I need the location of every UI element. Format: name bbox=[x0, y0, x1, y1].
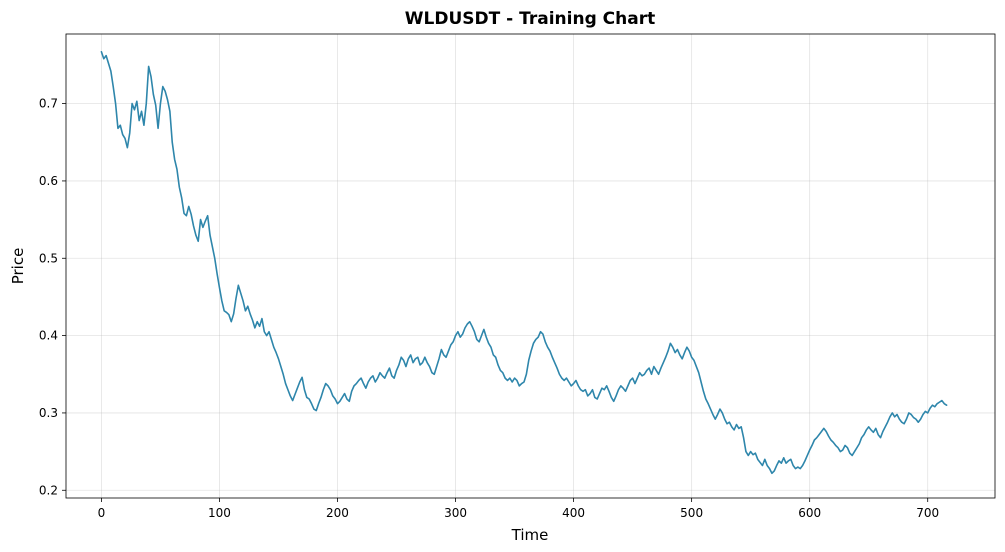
x-tick-label: 500 bbox=[680, 506, 703, 520]
y-axis-label: Price bbox=[9, 248, 27, 285]
x-tick-label: 0 bbox=[98, 506, 106, 520]
x-axis: 0 100 200 300 400 500 600 700 bbox=[98, 498, 939, 520]
y-tick-label: 0.5 bbox=[39, 251, 58, 265]
x-tick-label: 400 bbox=[562, 506, 585, 520]
series-layer bbox=[100, 50, 948, 475]
x-tick-label: 200 bbox=[326, 506, 349, 520]
y-tick-label: 0.7 bbox=[39, 97, 58, 111]
price-series-line bbox=[100, 50, 948, 475]
plot-frame bbox=[65, 33, 996, 499]
y-tick-label: 0.4 bbox=[39, 329, 58, 343]
x-tick-label: 700 bbox=[916, 506, 939, 520]
y-axis: 0.2 0.3 0.4 0.5 0.6 0.7 bbox=[39, 97, 66, 497]
x-tick-label: 100 bbox=[208, 506, 231, 520]
chart-title: WLDUSDT - Training Chart bbox=[405, 9, 655, 29]
x-axis-label: Time bbox=[511, 526, 549, 544]
y-tick-label: 0.6 bbox=[39, 174, 58, 188]
y-tick-label: 0.3 bbox=[39, 406, 58, 420]
grid bbox=[66, 34, 995, 498]
y-tick-label: 0.2 bbox=[39, 483, 58, 497]
x-tick-label: 600 bbox=[798, 506, 821, 520]
x-tick-label: 300 bbox=[444, 506, 467, 520]
